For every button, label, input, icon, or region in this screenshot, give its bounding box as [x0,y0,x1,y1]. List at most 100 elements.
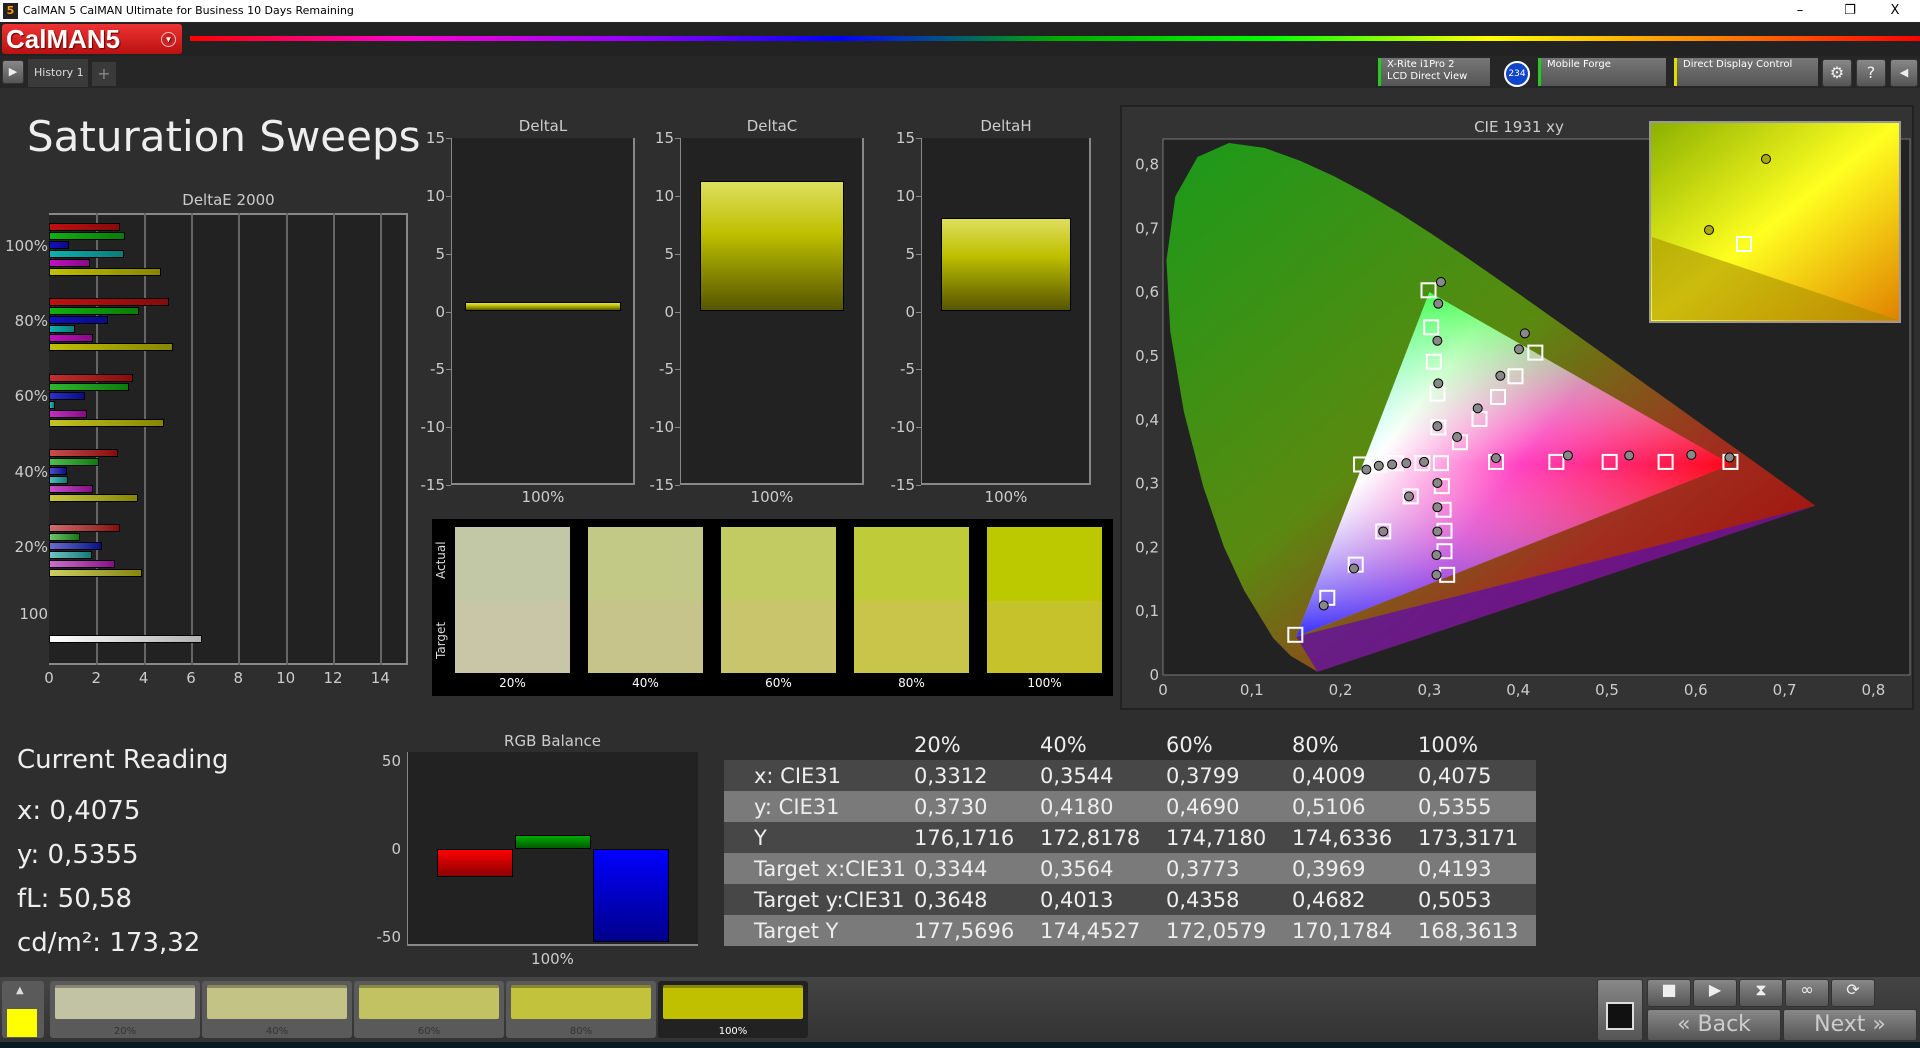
y-tick-label: 0,1 [1135,602,1159,620]
target-marker [1425,353,1442,370]
deltae-bar [49,325,76,334]
x-tick-label: 0,7 [1773,681,1797,699]
maximize-button[interactable]: ❐ [1844,3,1856,18]
deltae-bar [49,334,93,343]
table-cell: 0,4193 [1418,856,1492,881]
deltae-bar [49,560,116,569]
next-button[interactable]: Next » [1783,1009,1917,1041]
patch-color [359,985,499,1019]
y-tick-label: -15 [890,476,916,494]
record-toggle[interactable] [1597,979,1643,1041]
page-title: Saturation Sweeps [27,112,421,161]
x-category-label: 100% [521,488,565,506]
x-tick-label: 10 [276,669,296,687]
patch-label: 60% [417,1026,441,1037]
inset-out-of-gamut [1652,237,1898,320]
y-tick-label: 10 [654,186,674,205]
next-label: Next [1814,1012,1866,1037]
play-icon[interactable]: ▶ [2,60,24,84]
table-cell: 0,5106 [1292,794,1366,819]
patch-button[interactable]: 60% [354,981,504,1038]
readings-table: 20% 40% 60% 80% 100% x: CIE31 0,3312 0,3544 0,37… [724,729,1536,946]
gridline [333,213,335,665]
patch-button[interactable]: 80% [506,981,656,1038]
target-marker [1432,455,1449,472]
minimize-button[interactable]: – [1796,3,1804,18]
meter-name: X-Rite i1Pro 2 [1387,59,1455,70]
deltae-bar [49,343,174,352]
help-icon[interactable]: ? [1856,59,1886,87]
y-category-label: 40% [14,462,48,481]
calman-menu-button[interactable]: CalMAN5 ▼ [2,24,182,54]
collapse-icon[interactable]: ◀ [1890,59,1918,87]
table-row: Target y:CIE31 0,3648 0,4013 0,4358 0,4682 0,… [724,884,1536,915]
column-header: 20% [914,732,961,757]
measured-point [1318,600,1329,611]
measured-point [1452,432,1463,443]
deltae-bar [49,298,169,307]
y-tick-label: 0 [1149,666,1159,684]
measure-icon[interactable]: ⧗ [1739,979,1783,1007]
chevron-down-icon: ▼ [161,32,176,47]
column-header: 40% [1040,732,1087,757]
source-selector[interactable]: Mobile Forge [1538,58,1666,86]
patch-color [55,985,195,1019]
y-tick-label: 15 [425,129,445,147]
deltae-bar [49,223,120,231]
deltae-title: DeltaE 2000 [182,191,275,209]
stop-icon[interactable]: ■ [1647,979,1691,1007]
meter-badge[interactable]: 234 [1504,61,1530,87]
measured-point [1401,458,1412,469]
row-label: Target Y [754,918,839,943]
actual-swatch [987,527,1102,601]
measured-point [1435,276,1446,287]
swatch-label: 80% [898,676,925,690]
meter-selector[interactable]: X-Rite i1Pro 2 LCD Direct View [1378,58,1490,86]
display-selector[interactable]: Direct Display Control [1674,58,1818,86]
x-tick-label: 0,6 [1684,681,1708,699]
app-icon: 5 [3,3,18,19]
deltae-bar [49,635,202,643]
measured-point [1491,453,1501,464]
back-button[interactable]: « Back [1647,1009,1781,1041]
rgb-bar [437,849,513,878]
measured-point [1432,421,1443,432]
target-marker [1353,456,1370,473]
tick-mark [446,195,451,197]
gear-icon[interactable]: ⚙ [1822,59,1852,87]
deltae-bar [49,316,109,325]
y-tick-label: 0 [905,302,915,321]
y-tick-label: 0,6 [1135,283,1159,301]
patch-button[interactable]: 20% [50,981,200,1038]
display-name: Direct Display Control [1683,59,1793,70]
current-color-patch[interactable]: ▲ [2,981,44,1038]
tick-mark [675,427,680,429]
y-tick-label: 0,8 [1135,156,1159,174]
y-tick-label: 0 [664,302,674,321]
measured-point [1432,526,1443,537]
x-tick-label: 0,2 [1329,681,1353,699]
measured-point [1361,464,1372,475]
swatch-label: 100% [1027,676,1062,690]
play-icon[interactable]: ▶ [1693,979,1737,1007]
loop-icon[interactable]: ∞ [1785,979,1829,1007]
x-tick-label: 0,3 [1417,681,1441,699]
table-cell: 174,7180 [1166,825,1267,850]
gridline [380,213,383,665]
tick-mark [675,369,680,371]
y-tick-label: -5 [900,360,915,379]
y-tick-label: 0,4 [1135,411,1159,429]
tick-mark [446,311,451,313]
up-arrow-icon: ▲ [16,985,24,996]
reading-cdm2: cd/m²: 173,32 [17,928,201,958]
measured-point [1378,526,1389,537]
add-tab-button[interactable]: + [92,62,116,86]
close-button[interactable]: X [1890,3,1900,18]
x-tick-label: 8 [233,669,244,687]
refresh-icon[interactable]: ⟳ [1831,979,1875,1007]
patch-button[interactable]: 40% [202,981,352,1038]
patch-button[interactable]: 100% [658,981,808,1038]
tab-history-1[interactable]: History 1 [28,59,88,87]
y-tick-label: -50 [376,928,402,947]
target-marker [1657,453,1674,470]
